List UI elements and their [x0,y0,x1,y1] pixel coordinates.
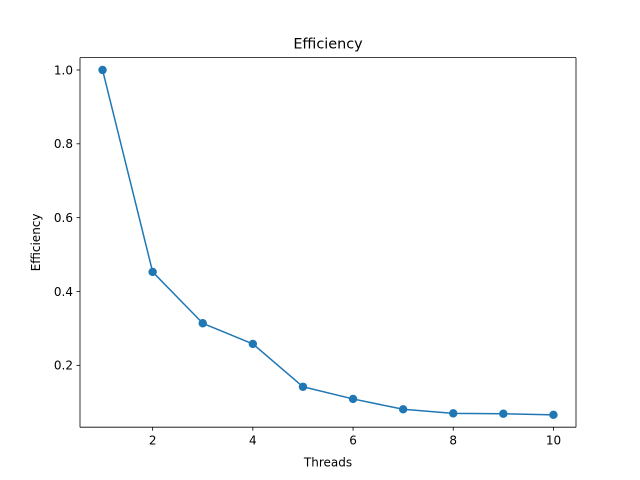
data-point [98,65,107,75]
x-tick-label: 10 [546,434,561,448]
x-axis-label: Threads [303,456,352,470]
plot-area [80,57,576,428]
data-point [198,319,207,328]
x-tick-label: 2 [149,434,157,448]
data-point [398,405,408,414]
x-tick-label: 8 [449,434,457,448]
x-axis-ticks: 2 4 6 8 10 [149,427,561,448]
x-tick-label: 6 [349,434,357,448]
y-axis-label: Efficiency [29,213,43,271]
data-point [499,409,508,418]
x-tick-label: 4 [249,434,257,448]
y-tick-label: 0.4 [54,285,73,299]
y-tick-label: 0.8 [54,137,73,151]
data-point [549,410,558,420]
y-tick-label: 0.2 [54,359,73,373]
data-point [248,339,258,349]
data-point [298,382,308,391]
series-line [101,69,555,416]
series-layer [98,65,558,420]
y-tick-label: 1.0 [54,63,73,77]
y-tick-label: 0.6 [54,211,73,225]
data-point [348,394,358,404]
data-point [148,267,157,277]
data-point [449,409,458,418]
y-axis-ticks: 0.2 0.4 0.6 0.8 1.0 [54,63,80,373]
chart-title: Efficiency [293,37,363,53]
